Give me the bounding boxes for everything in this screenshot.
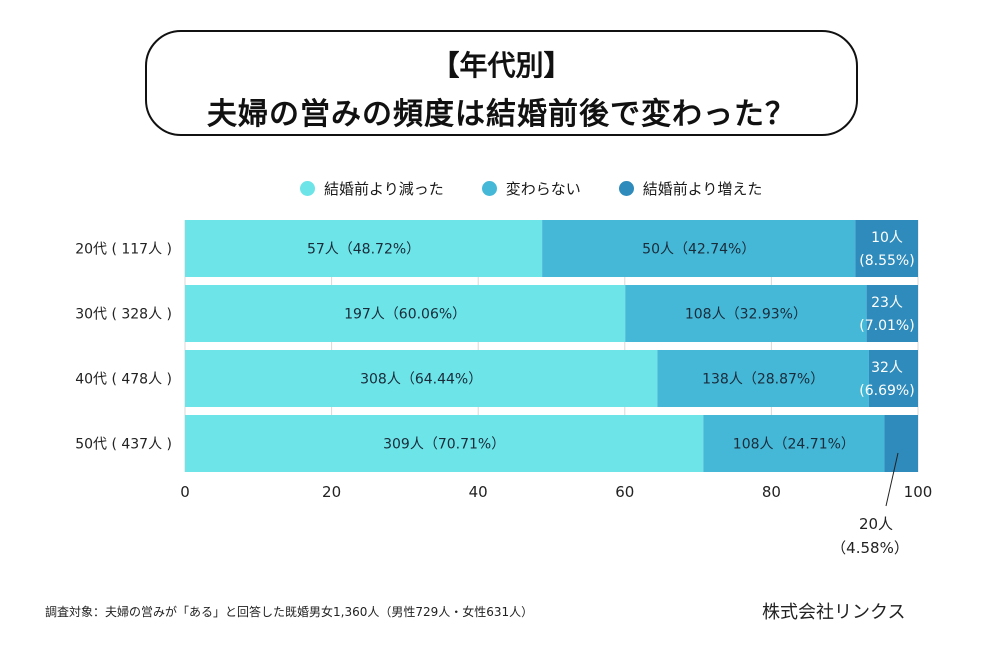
data-label: 57人（48.72%）: [307, 242, 420, 258]
footnote: 調査対象：夫婦の営みが「ある」と回答した既婚男女1,360人（男性729人・女性…: [45, 605, 534, 619]
data-label: 20人: [859, 515, 893, 533]
bar-segment-1-row-1: [625, 285, 867, 342]
x-tick-label: 60: [615, 483, 634, 501]
x-tick-label: 40: [469, 483, 488, 501]
callout-leader-line: [885, 452, 899, 507]
bar-segment-1-row-3: [703, 415, 885, 472]
data-label: 10人: [871, 230, 903, 246]
bar-segment-0-row-0: [185, 220, 543, 277]
legend-item-increased: 結婚前より増えた: [618, 178, 763, 199]
legend-swatch-decreased: [300, 181, 315, 196]
bar-segment-1-row-0: [542, 220, 856, 277]
data-label: 50人（42.74%）: [642, 242, 755, 258]
x-tick-label: 80: [762, 483, 781, 501]
category-label: 30代 ( 328人 ): [75, 307, 172, 323]
data-label: 308人（64.44%）: [360, 372, 482, 388]
bar-segment-2-row-3: [884, 415, 918, 472]
x-tick-label: 100: [904, 483, 933, 501]
x-tick-label: 0: [180, 483, 190, 501]
data-label: 108人（24.71%）: [733, 437, 855, 453]
data-label: 309人（70.71%）: [383, 437, 505, 453]
bar-segment-1-row-2: [657, 350, 869, 407]
data-label: 197人（60.06%）: [344, 307, 466, 323]
legend-label-increased: 結婚前より増えた: [642, 180, 763, 198]
data-label: 23人: [871, 295, 903, 311]
title-box: 【年代別】 夫婦の営みの頻度は結婚前後で変わった？: [145, 30, 858, 136]
data-label: (6.69%): [859, 383, 914, 399]
bar-segment-0-row-3: [185, 415, 704, 472]
category-label: 40代 ( 478人 ): [75, 372, 172, 388]
bar-segment-2-row-2: [868, 350, 918, 407]
bar-segment-2-row-1: [866, 285, 918, 342]
data-label: 138人（28.87%）: [702, 372, 824, 388]
x-tick-label: 20: [322, 483, 341, 501]
legend-label-decreased: 結婚前より減った: [324, 180, 444, 198]
category-label: 50代 ( 437人 ): [75, 437, 172, 453]
legend-item-unchanged: 変わらない: [481, 178, 581, 199]
data-label: 108人（32.93%）: [685, 307, 807, 323]
bar-segment-0-row-2: [185, 350, 658, 407]
data-label: (8.55%): [859, 253, 914, 269]
legend-label-unchanged: 変わらない: [505, 180, 581, 198]
legend-item-decreased: 結婚前より減った: [300, 178, 444, 199]
legend-swatch-increased: [618, 181, 634, 196]
data-label: （4.58%）: [831, 539, 909, 557]
bar-segment-0-row-1: [185, 285, 626, 342]
title-line1: 【年代別】: [431, 49, 572, 82]
company-name: 株式会社リンクス: [762, 602, 906, 623]
data-label: (7.01%): [859, 318, 914, 334]
title-line2: 夫婦の営みの頻度は結婚前後で変わった？: [207, 97, 796, 132]
category-label: 20代 ( 117人 ): [75, 242, 172, 258]
data-label: 32人: [871, 360, 903, 376]
bar-segment-2-row-0: [855, 220, 918, 277]
legend: 結婚前より減った 変わらない 結婚前より増えた: [300, 178, 800, 199]
legend-swatch-unchanged: [481, 181, 497, 196]
